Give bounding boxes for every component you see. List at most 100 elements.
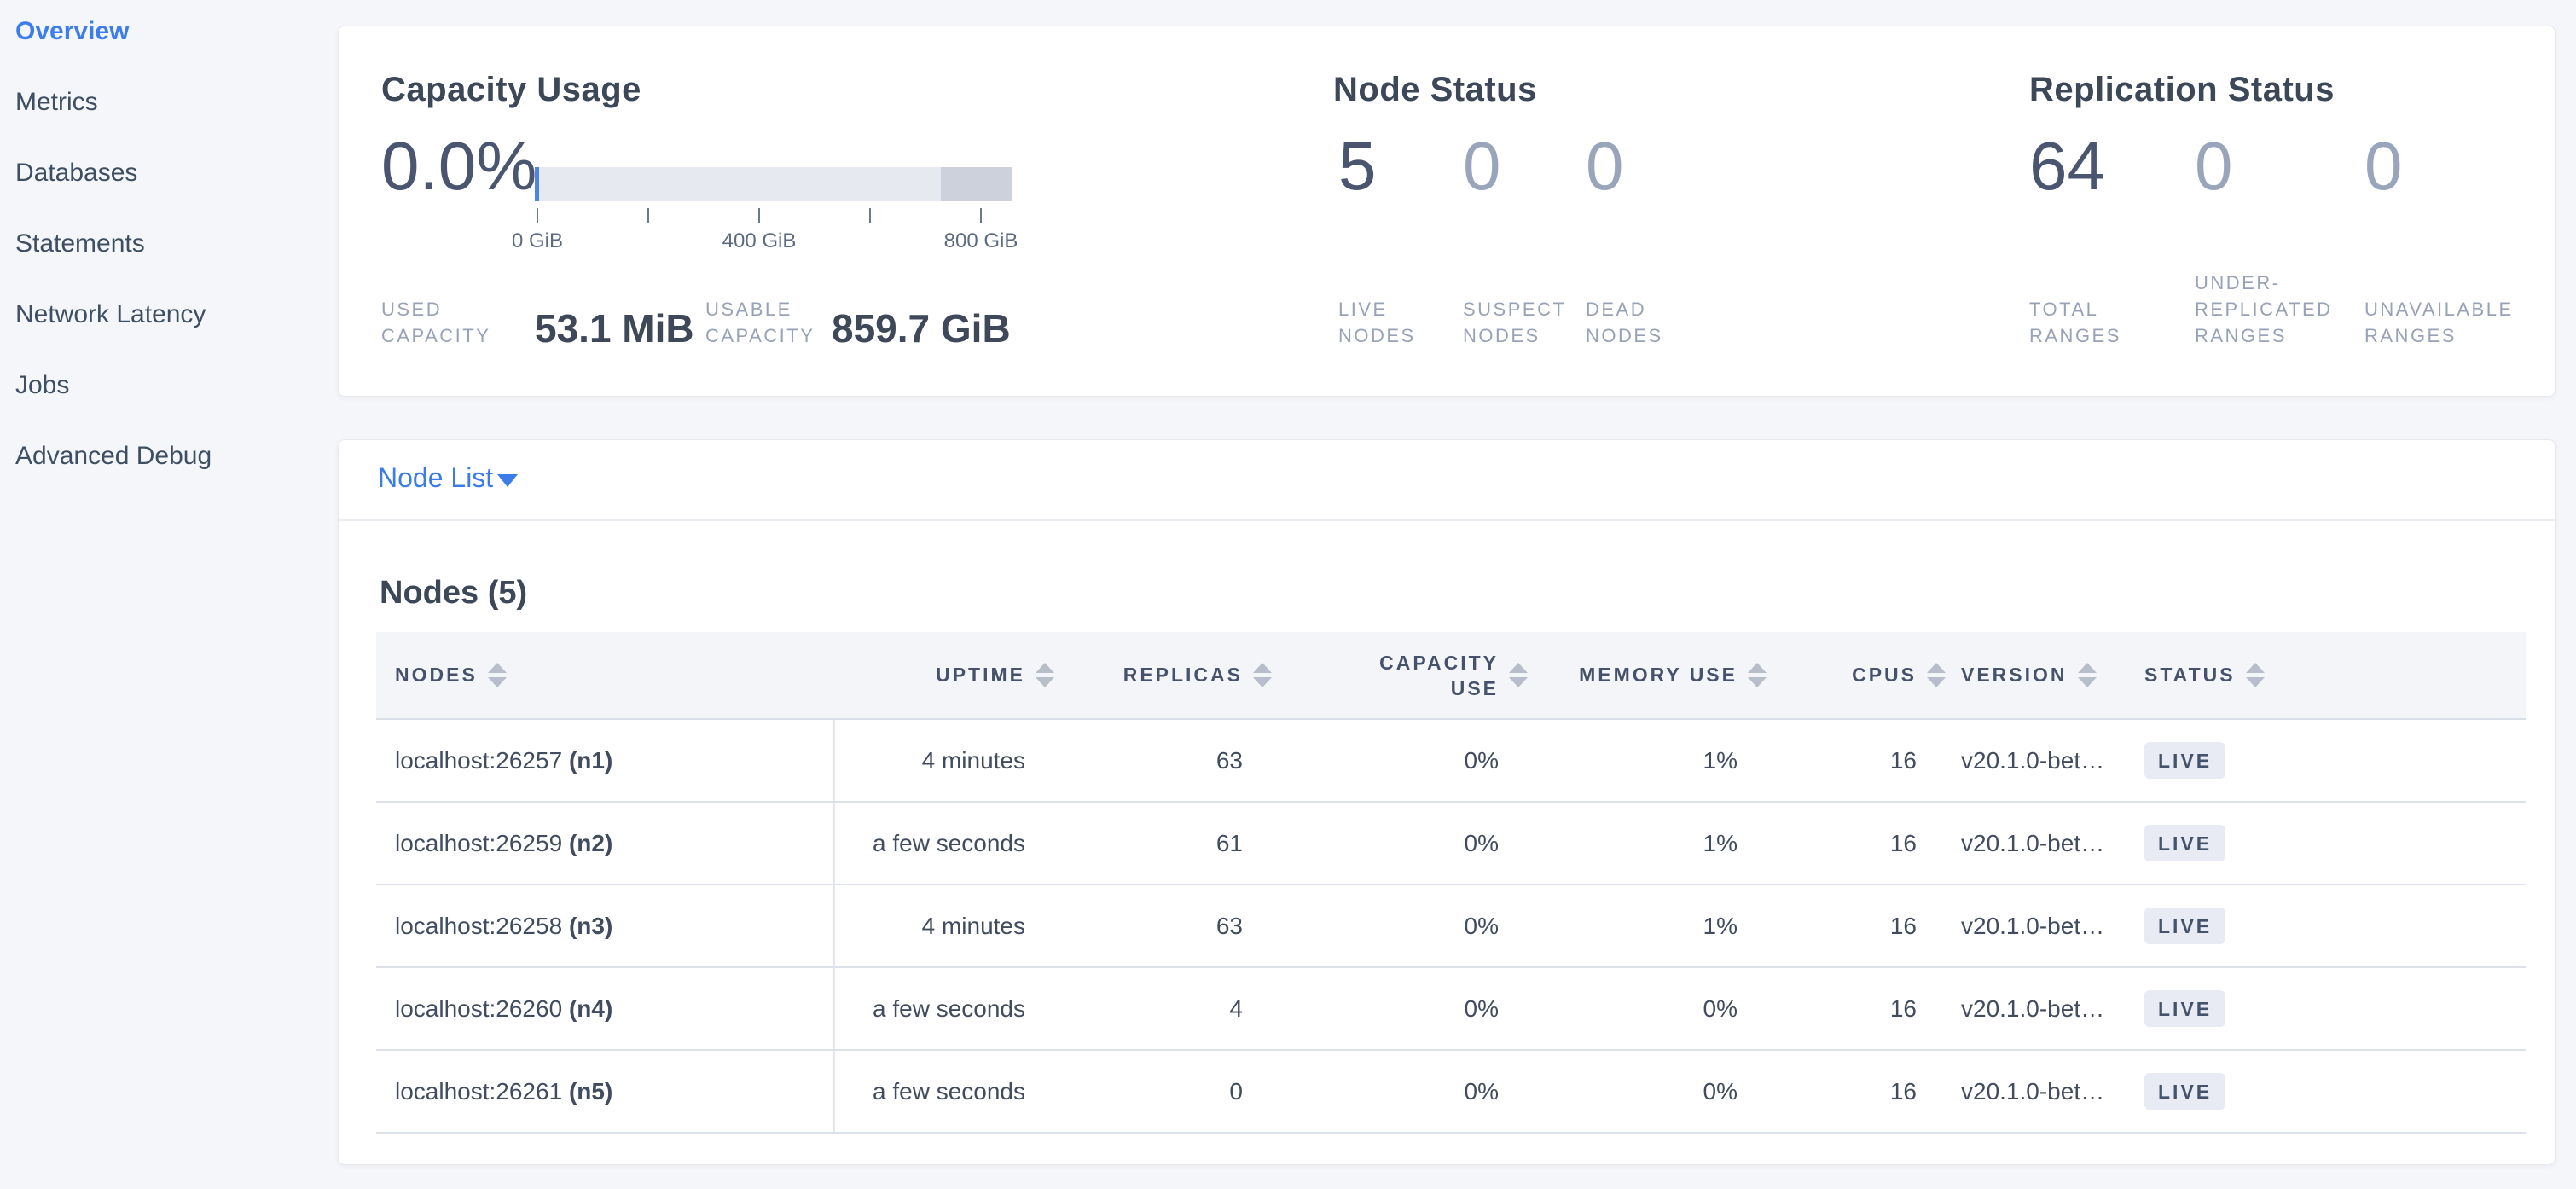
column-label: NODES [395,664,478,686]
node-link[interactable]: localhost:26261 (n5) [376,1050,835,1134]
sort-icon [1036,663,1056,687]
sidebar-item-metrics[interactable]: Metrics [15,88,98,116]
nodes-count-heading: Nodes (5) [380,575,528,611]
node-status-title: Node Status [1333,71,1537,108]
column-header-version[interactable]: VERSION [1954,632,2138,720]
axis-tick [869,208,871,223]
node-link[interactable]: localhost:26260 (n4) [376,967,835,1051]
column-header-status[interactable]: STATUS [2138,632,2526,720]
sort-icon [1509,663,1529,687]
sidebar-item-jobs[interactable]: Jobs [15,371,70,399]
column-label: CAPACITY USE [1379,651,1499,699]
axis-tick [647,208,649,223]
under-replicated-ranges-count: 0 [2195,128,2233,204]
version-cell: v20.1.0-bet… [1954,802,2138,885]
capacity-use-cell: 0% [1280,884,1536,968]
column-header-cpus[interactable]: CPUS [1775,632,1954,720]
column-header-replicas[interactable]: REPLICAS [1063,632,1280,720]
status-badge: LIVE [2144,908,2226,944]
sort-icon [1253,663,1273,687]
node-id: (n2) [568,829,613,856]
live-nodes-label: LIVE NODES [1338,299,1416,346]
cpus-cell: 16 [1775,967,1954,1051]
replicas-cell: 61 [1063,802,1280,885]
cpus-cell: 16 [1775,884,1954,968]
memory-use-cell: 0% [1536,1050,1775,1134]
replication-status-title: Replication Status [2029,71,2335,108]
node-address: localhost:26257 [395,746,563,774]
capacity-usage-bar [535,167,1012,201]
replicas-cell: 63 [1063,884,1280,968]
status-cell: LIVE [2138,967,2526,1051]
table-row: localhost:26257 (n1) 4 minutes 63 0% 1% … [376,719,2526,803]
dead-nodes-label: DEAD NODES [1586,299,1663,346]
total-ranges-count: 64 [2029,128,2105,204]
usable-capacity-label: USABLE CAPACITY [705,299,815,346]
sort-icon [1927,663,1947,687]
column-header-nodes[interactable]: NODES [376,632,834,720]
cpus-cell: 16 [1775,719,1954,803]
sort-icon [487,663,508,687]
node-id: (n1) [568,746,613,774]
node-list-card: Node List Nodes (5) NODES UPTIME REPLICA… [338,439,2556,1165]
column-header-memory-use[interactable]: MEMORY USE [1536,632,1775,720]
live-nodes-count: 5 [1338,128,1377,204]
version-cell: v20.1.0-bet… [1954,719,2138,803]
column-label: CPUS [1852,664,1917,686]
axis-tick-label: 800 GiB [943,229,1018,252]
memory-use-cell: 1% [1536,719,1775,803]
used-capacity-label: USED CAPACITY [381,299,491,346]
node-link[interactable]: localhost:26258 (n3) [376,884,835,968]
status-badge: LIVE [2144,1073,2226,1110]
status-badge: LIVE [2144,825,2226,861]
column-label: VERSION [1961,664,2068,686]
replicas-cell: 0 [1063,1050,1280,1134]
sidebar-item-network-latency[interactable]: Network Latency [15,300,206,328]
memory-use-cell: 1% [1536,802,1775,885]
sidebar-item-overview[interactable]: Overview [15,17,130,45]
unavailable-ranges-label: UNAVAILABLE RANGES [2364,299,2514,346]
usable-capacity-value: 859.7 GiB [832,306,1011,351]
axis-tick [980,208,982,223]
version-cell: v20.1.0-bet… [1954,884,2138,968]
used-capacity-value: 53.1 MiB [535,306,694,351]
cpus-cell: 16 [1775,1050,1954,1134]
column-label: REPLICAS [1123,664,1243,686]
node-address: localhost:26258 [395,912,563,939]
under-replicated-ranges-label: UNDER-REPLICATED RANGES [2195,272,2333,346]
chevron-down-icon [497,474,518,487]
column-label: MEMORY USE [1579,664,1738,686]
sort-icon [2245,663,2266,687]
node-id: (n4) [568,995,613,1022]
axis-tick [758,208,760,223]
node-list-dropdown[interactable]: Node List [378,462,494,493]
capacity-use-cell: 0% [1280,967,1536,1051]
sidebar-item-databases[interactable]: Databases [15,159,138,187]
node-id: (n5) [568,1077,613,1105]
column-label: STATUS [2144,664,2236,686]
node-link[interactable]: localhost:26259 (n2) [376,802,835,885]
status-cell: LIVE [2138,884,2526,968]
memory-use-cell: 0% [1536,967,1775,1051]
status-badge: LIVE [2144,742,2226,779]
capacity-use-cell: 0% [1280,1050,1536,1134]
nodes-table: NODES UPTIME REPLICAS CAPACITY USE MEMOR… [376,632,2526,1134]
column-header-uptime[interactable]: UPTIME [834,632,1063,720]
column-header-capacity-use[interactable]: CAPACITY USE [1280,632,1536,720]
node-link[interactable]: localhost:26257 (n1) [376,719,835,803]
total-ranges-label: TOTAL RANGES [2029,299,2121,346]
capacity-usage-title: Capacity Usage [381,71,641,108]
capacity-used-percent: 0.0% [381,128,537,204]
capacity-bar-used-segment [535,167,539,201]
sidebar-item-advanced-debug[interactable]: Advanced Debug [15,442,212,470]
dead-nodes-count: 0 [1586,128,1624,204]
replicas-cell: 4 [1063,967,1280,1051]
suspect-nodes-label: SUSPECT NODES [1463,299,1567,346]
table-row: localhost:26261 (n5) a few seconds 0 0% … [376,1050,2526,1134]
status-cell: LIVE [2138,719,2526,803]
node-address: localhost:26261 [395,1077,563,1105]
cpus-cell: 16 [1775,802,1954,885]
sort-icon [2077,663,2098,687]
version-cell: v20.1.0-bet… [1954,1050,2138,1134]
sidebar-item-statements[interactable]: Statements [15,229,145,258]
